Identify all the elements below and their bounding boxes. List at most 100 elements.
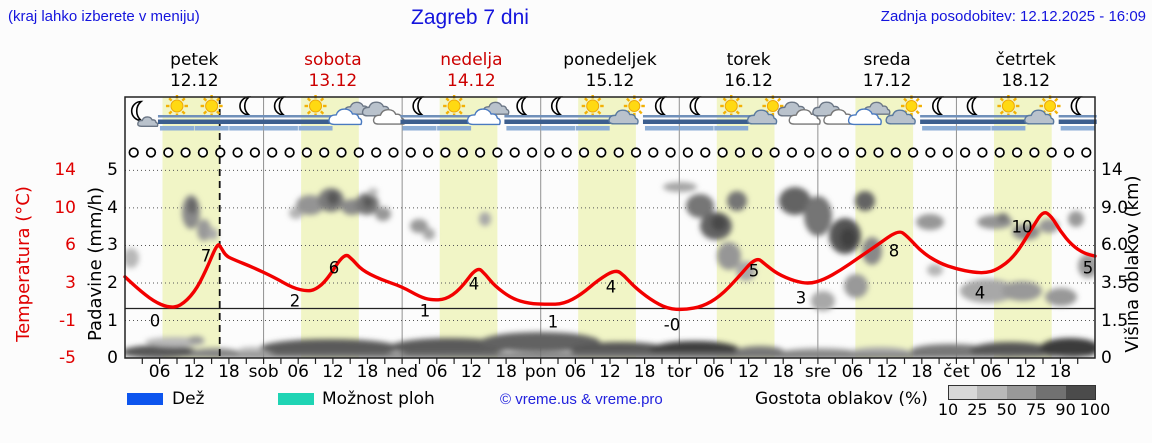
cloud-density-field	[125, 182, 1095, 358]
cloud-blob	[686, 194, 714, 218]
cloud-blob	[663, 182, 697, 192]
moon-phase-circle	[942, 147, 953, 158]
temp-tick-label: -1	[59, 310, 76, 331]
day-date: 16.12	[724, 71, 773, 91]
cloud-blob	[1068, 211, 1084, 227]
cloud-blob	[1045, 288, 1077, 306]
moon-phase-circle	[890, 147, 901, 158]
day-date: 14.12	[447, 71, 496, 91]
moon-phase-circle	[561, 147, 572, 158]
temp-value-label: 5	[1083, 259, 1094, 278]
cloud-blob	[1002, 281, 1042, 301]
moon-phase-circle	[700, 147, 711, 158]
cloud-blob	[1078, 254, 1095, 278]
rain-legend-swatch	[127, 393, 163, 405]
cloud-scale-value: 10	[937, 400, 959, 419]
temp-value-label: 2	[290, 292, 301, 311]
day-name: sreda	[863, 50, 911, 70]
cloud-blob	[375, 207, 391, 221]
cloud-blob	[208, 228, 218, 240]
moon-phase-circle	[821, 147, 832, 158]
temp-value-label: 1	[548, 313, 559, 332]
temp-tick-label: 3	[65, 273, 76, 293]
weather-icon-sun-fog	[192, 95, 231, 131]
day-name: torek	[726, 50, 771, 70]
moon-phase-circle	[1029, 147, 1040, 158]
moon-phase-circle	[907, 147, 919, 158]
moon-phase-circle	[301, 147, 313, 158]
day-date: 18.12	[1001, 71, 1051, 91]
cloud-scale-value: 25	[967, 400, 988, 419]
time-tick-label: tor	[667, 362, 692, 382]
precip-tick-label: 1	[107, 310, 118, 331]
weather-icon-clouds	[777, 101, 821, 125]
moon-phase-circle	[994, 147, 1005, 158]
time-tick-label: 12	[1014, 362, 1037, 382]
day-date: 12.12	[169, 71, 219, 91]
cloud-blob	[423, 228, 435, 240]
day-name: petek	[170, 50, 219, 70]
moon-phase-circle	[1081, 147, 1092, 158]
precip-tick-label: 3	[107, 235, 118, 256]
cloud-scale-segment	[1065, 385, 1096, 400]
time-tick-label: ned	[386, 362, 419, 382]
weather-icon-clouds	[361, 101, 406, 125]
moon-phase-circle	[232, 147, 243, 158]
cloud-blob	[997, 213, 1009, 223]
cloud-blob	[711, 215, 727, 231]
day-name: nedelja	[440, 50, 503, 70]
cloud-height-tick-label: 14	[1101, 160, 1123, 181]
daylight-band	[855, 97, 914, 358]
time-tick-label: 06	[287, 362, 309, 382]
cloud-blob	[840, 228, 856, 248]
moon-phase-circle	[734, 147, 746, 158]
time-tick-label: 18	[495, 362, 517, 382]
moon-phase-circle	[769, 147, 780, 158]
moon-phase-circle	[786, 147, 798, 158]
temp-value-label: 8	[889, 242, 900, 261]
moon-phase-circle	[492, 147, 503, 158]
moon-phase-circle	[838, 147, 849, 158]
moon-phase-circle	[284, 147, 295, 158]
temp-value-label: 3	[796, 289, 807, 308]
cloud-blob	[960, 279, 1016, 303]
day-date: 15.12	[585, 71, 635, 91]
moon-phase-circle	[596, 147, 607, 158]
weather-icon-clouds-blue	[466, 101, 510, 126]
cloud-blob	[811, 291, 835, 311]
time-tick-label: 06	[980, 362, 1002, 382]
copyright-text: © vreme.us & vreme.pro	[500, 391, 663, 408]
moon-phase-circle	[613, 147, 624, 158]
time-tick-label: 18	[1049, 362, 1072, 382]
weather-icon-sun-fog	[435, 95, 474, 131]
weather-icon-moon-fog	[954, 96, 993, 131]
cloud-scale-segment	[1036, 385, 1067, 400]
moon-phase-circle	[197, 147, 209, 158]
weather-icon-moon-fog	[400, 96, 439, 131]
cloud-blob	[390, 338, 510, 356]
time-tick-label: čet	[943, 362, 970, 382]
time-tick-label: pon	[524, 362, 557, 382]
moon-phase-circle	[180, 147, 191, 158]
cloud-scale-segment	[948, 385, 980, 400]
time-tick-label: 06	[425, 362, 448, 382]
cloud-blob	[125, 353, 1095, 358]
time-tick-label: 18	[356, 362, 379, 382]
weather-icon-moon-fog	[920, 96, 959, 131]
moon-phase-circle	[353, 147, 364, 158]
time-tick-label: 06	[148, 362, 171, 382]
time-tick-label: 12	[737, 362, 760, 382]
page-title: Zagreb 7 dni	[411, 6, 529, 29]
cloud-blob	[855, 191, 875, 211]
moon-phase-circle	[717, 147, 728, 158]
precip-tick-label: 0	[107, 348, 118, 368]
cloud-blob	[727, 191, 747, 211]
cloud-scale-segment	[1006, 385, 1038, 400]
moon-phase-circle	[422, 147, 434, 158]
moon-phase-circle	[873, 147, 884, 158]
temp-value-label: 5	[749, 262, 760, 281]
precip-tick-label: 2	[107, 273, 118, 293]
moon-phase-circle	[267, 147, 278, 158]
moon-phase-circle	[544, 147, 555, 158]
cloud-height-tick-label: 9.0	[1101, 197, 1129, 218]
